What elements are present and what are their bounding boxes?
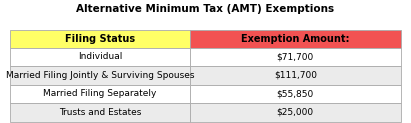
Text: Trusts and Estates: Trusts and Estates (59, 108, 141, 117)
Text: Filing Status: Filing Status (65, 33, 135, 44)
Bar (10, 85, 190, 103)
Bar (190, 85, 401, 103)
Bar (10, 30, 190, 47)
Bar (190, 30, 401, 47)
Text: Exemption Amount:: Exemption Amount: (241, 33, 349, 44)
Bar (190, 47, 401, 66)
Text: $25,000: $25,000 (277, 108, 314, 117)
Text: $71,700: $71,700 (277, 52, 314, 61)
Bar (10, 47, 190, 66)
Text: Married Filing Jointly & Surviving Spouses: Married Filing Jointly & Surviving Spous… (6, 71, 194, 80)
Text: Married Filing Separately: Married Filing Separately (44, 89, 157, 98)
Bar (190, 103, 401, 122)
Text: Alternative Minimum Tax (AMT) Exemptions: Alternative Minimum Tax (AMT) Exemptions (76, 4, 335, 14)
Text: Individual: Individual (78, 52, 122, 61)
Bar (190, 66, 401, 85)
Bar (10, 103, 190, 122)
Text: $111,700: $111,700 (274, 71, 317, 80)
Bar (10, 66, 190, 85)
Text: $55,850: $55,850 (277, 89, 314, 98)
